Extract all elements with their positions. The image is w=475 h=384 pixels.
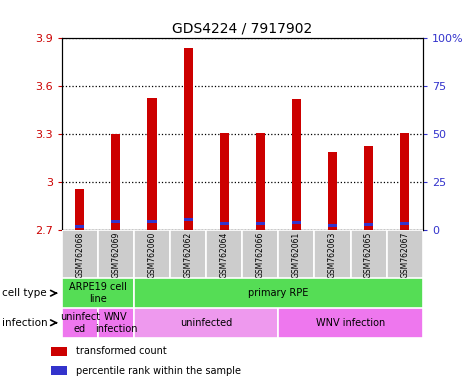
Bar bbox=[292, 221, 301, 224]
Bar bbox=[111, 134, 121, 230]
Bar bbox=[134, 278, 423, 308]
Bar bbox=[387, 230, 423, 278]
Bar bbox=[62, 278, 134, 308]
Text: WNV
infection: WNV infection bbox=[95, 312, 137, 334]
Bar bbox=[62, 308, 98, 338]
Bar bbox=[256, 222, 265, 225]
Bar bbox=[256, 133, 265, 230]
Bar bbox=[62, 230, 98, 278]
Text: primary RPE: primary RPE bbox=[248, 288, 309, 298]
Text: infection: infection bbox=[2, 318, 48, 328]
Title: GDS4224 / 7917902: GDS4224 / 7917902 bbox=[172, 22, 313, 36]
Bar bbox=[206, 230, 242, 278]
Bar bbox=[50, 347, 67, 356]
Bar bbox=[242, 230, 278, 278]
Text: ARPE19 cell
line: ARPE19 cell line bbox=[69, 282, 127, 304]
Bar bbox=[170, 230, 206, 278]
Bar bbox=[75, 189, 85, 230]
Bar bbox=[292, 99, 301, 230]
Bar bbox=[98, 308, 134, 338]
Bar bbox=[400, 133, 409, 230]
Text: GSM762066: GSM762066 bbox=[256, 231, 265, 278]
Bar bbox=[219, 133, 229, 230]
Bar bbox=[183, 218, 193, 221]
Text: cell type: cell type bbox=[2, 288, 47, 298]
Bar bbox=[134, 230, 170, 278]
Text: GSM762069: GSM762069 bbox=[112, 231, 120, 278]
Bar bbox=[219, 222, 229, 225]
Bar bbox=[328, 152, 337, 230]
Bar bbox=[328, 225, 337, 227]
Bar bbox=[111, 220, 121, 223]
Text: percentile rank within the sample: percentile rank within the sample bbox=[76, 366, 241, 376]
Bar bbox=[278, 308, 423, 338]
Bar bbox=[134, 308, 278, 338]
Bar bbox=[278, 230, 314, 278]
Bar bbox=[314, 230, 351, 278]
Text: transformed count: transformed count bbox=[76, 346, 166, 356]
Text: GSM762067: GSM762067 bbox=[400, 231, 409, 278]
Bar bbox=[98, 230, 134, 278]
Bar bbox=[400, 222, 409, 225]
Text: GSM762063: GSM762063 bbox=[328, 231, 337, 278]
Bar bbox=[364, 223, 373, 226]
Bar bbox=[147, 98, 157, 230]
Bar bbox=[50, 366, 67, 375]
Text: GSM762068: GSM762068 bbox=[76, 231, 84, 278]
Bar bbox=[351, 230, 387, 278]
Text: uninfect
ed: uninfect ed bbox=[60, 312, 100, 334]
Text: uninfected: uninfected bbox=[180, 318, 232, 328]
Text: WNV infection: WNV infection bbox=[316, 318, 385, 328]
Text: GSM762064: GSM762064 bbox=[220, 231, 228, 278]
Text: GSM762065: GSM762065 bbox=[364, 231, 373, 278]
Bar bbox=[183, 48, 193, 230]
Bar bbox=[364, 146, 373, 230]
Bar bbox=[75, 225, 85, 228]
Text: GSM762061: GSM762061 bbox=[292, 231, 301, 278]
Bar bbox=[147, 220, 157, 223]
Text: GSM762062: GSM762062 bbox=[184, 231, 192, 278]
Text: GSM762060: GSM762060 bbox=[148, 231, 156, 278]
